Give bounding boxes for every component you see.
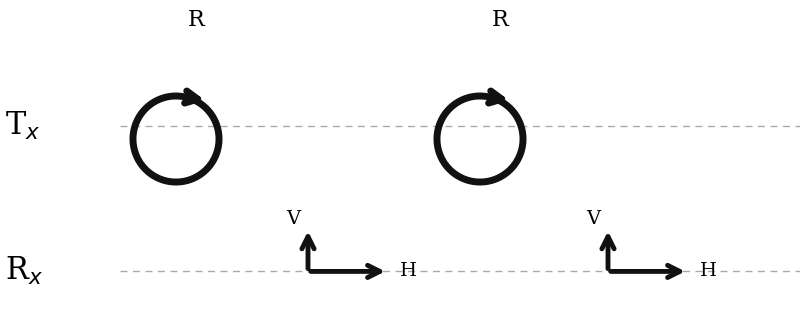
Text: R$_x$: R$_x$ (5, 256, 43, 287)
Text: V: V (286, 211, 300, 228)
Text: R: R (492, 9, 508, 31)
Text: H: H (700, 262, 717, 280)
Text: T$_x$: T$_x$ (5, 110, 41, 142)
Text: V: V (586, 211, 600, 228)
Text: R: R (188, 9, 204, 31)
Text: H: H (400, 262, 417, 280)
